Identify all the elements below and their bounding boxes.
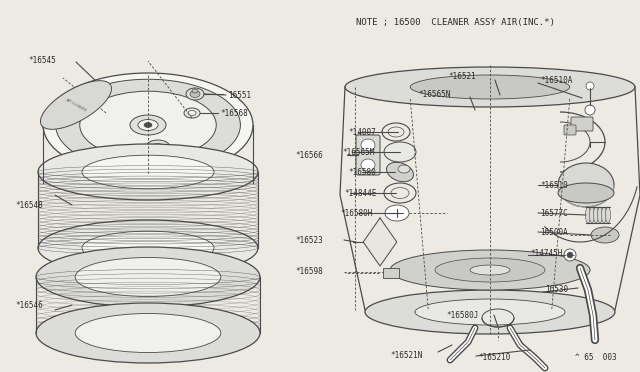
Ellipse shape — [593, 207, 598, 223]
Text: *16598: *16598 — [295, 267, 323, 276]
Ellipse shape — [567, 252, 573, 258]
Text: *14844E: *14844E — [344, 189, 376, 198]
Ellipse shape — [385, 205, 409, 221]
Ellipse shape — [586, 207, 591, 223]
Text: 16530: 16530 — [545, 285, 568, 295]
Text: ^ 65  003: ^ 65 003 — [575, 353, 616, 362]
Ellipse shape — [598, 207, 602, 223]
Text: *16565N: *16565N — [418, 90, 451, 99]
Ellipse shape — [384, 142, 416, 162]
Text: *16523: *16523 — [295, 235, 323, 244]
Ellipse shape — [591, 227, 619, 243]
Text: *16521N: *16521N — [390, 350, 422, 359]
Text: AIR CLEANER: AIR CLEANER — [65, 97, 87, 113]
Ellipse shape — [390, 250, 590, 290]
Ellipse shape — [130, 115, 166, 135]
Ellipse shape — [387, 162, 413, 182]
Ellipse shape — [361, 159, 375, 171]
Ellipse shape — [38, 144, 258, 200]
Ellipse shape — [144, 122, 152, 128]
Text: 16577C: 16577C — [540, 208, 568, 218]
Ellipse shape — [146, 140, 170, 154]
Text: *16548: *16548 — [15, 201, 43, 209]
Text: 16500A: 16500A — [540, 228, 568, 237]
Bar — [383, 268, 399, 278]
FancyBboxPatch shape — [564, 125, 576, 135]
Ellipse shape — [186, 88, 204, 100]
Ellipse shape — [82, 155, 214, 189]
Ellipse shape — [152, 144, 164, 151]
Text: *16580J: *16580J — [446, 311, 478, 320]
Ellipse shape — [605, 207, 611, 223]
Ellipse shape — [80, 91, 216, 159]
Ellipse shape — [365, 290, 615, 334]
Ellipse shape — [156, 145, 161, 148]
Text: *14007: *14007 — [348, 128, 376, 137]
Ellipse shape — [398, 165, 410, 173]
Ellipse shape — [76, 257, 221, 296]
Ellipse shape — [190, 90, 200, 97]
Text: *16546: *16546 — [15, 301, 43, 310]
FancyBboxPatch shape — [356, 135, 380, 175]
Text: *14745H: *14745H — [530, 248, 563, 257]
Ellipse shape — [188, 110, 196, 115]
Text: *16580: *16580 — [348, 167, 376, 176]
Ellipse shape — [43, 73, 253, 177]
Ellipse shape — [56, 79, 241, 171]
Ellipse shape — [410, 75, 570, 99]
Polygon shape — [363, 218, 397, 266]
Text: *16566: *16566 — [295, 151, 323, 160]
Ellipse shape — [435, 258, 545, 282]
Text: *16510A: *16510A — [540, 76, 572, 84]
Text: *16568: *16568 — [220, 109, 248, 118]
FancyBboxPatch shape — [571, 117, 593, 131]
Text: *16565M: *16565M — [342, 148, 374, 157]
Ellipse shape — [602, 207, 607, 223]
Ellipse shape — [192, 89, 198, 93]
Text: 16551: 16551 — [228, 90, 251, 99]
Text: *16580H: *16580H — [340, 208, 372, 218]
Ellipse shape — [564, 249, 576, 261]
Ellipse shape — [38, 220, 258, 276]
Ellipse shape — [361, 139, 375, 151]
Ellipse shape — [585, 105, 595, 115]
Ellipse shape — [470, 265, 510, 275]
Ellipse shape — [558, 163, 614, 207]
Text: *16521: *16521 — [448, 71, 476, 80]
Ellipse shape — [415, 299, 565, 325]
Text: *16510: *16510 — [540, 180, 568, 189]
Ellipse shape — [184, 108, 200, 118]
Text: NOTE ; 16500  CLEANER ASSY AIR(INC.*): NOTE ; 16500 CLEANER ASSY AIR(INC.*) — [356, 17, 555, 26]
Ellipse shape — [82, 231, 214, 265]
Text: *16545: *16545 — [28, 55, 56, 64]
Ellipse shape — [43, 165, 253, 189]
Ellipse shape — [586, 82, 594, 90]
Ellipse shape — [558, 183, 614, 203]
Polygon shape — [40, 81, 111, 129]
Ellipse shape — [589, 207, 595, 223]
Ellipse shape — [345, 67, 635, 107]
Ellipse shape — [138, 119, 158, 131]
Ellipse shape — [36, 303, 260, 363]
Text: *165210: *165210 — [478, 353, 510, 362]
Ellipse shape — [76, 314, 221, 353]
Ellipse shape — [36, 247, 260, 307]
